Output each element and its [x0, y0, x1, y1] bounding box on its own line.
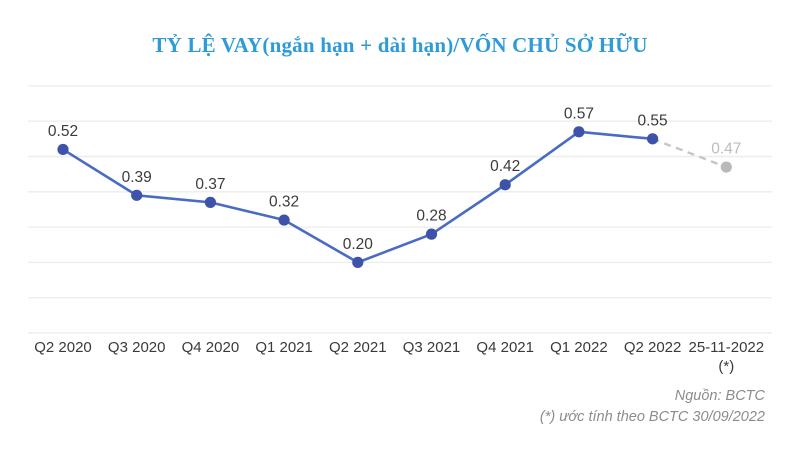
value-label: 0.32 — [269, 194, 299, 211]
x-axis-label: Q2 2022 — [624, 339, 682, 356]
value-label: 0.20 — [343, 236, 374, 253]
x-axis-label-note: (*) — [718, 358, 734, 375]
value-label: 0.37 — [195, 176, 225, 193]
value-label: 0.57 — [564, 105, 594, 122]
x-axis-label: Q1 2022 — [550, 339, 608, 356]
value-label: 0.39 — [122, 169, 152, 186]
x-axis-label: Q3 2020 — [108, 339, 166, 356]
data-point — [647, 133, 659, 145]
data-point — [573, 126, 585, 138]
estimate-note: (*) ước tính theo BCTC 30/09/2022 — [539, 409, 765, 425]
data-point — [278, 214, 290, 226]
estimate-line — [652, 137, 727, 169]
value-label: 0.52 — [48, 123, 78, 140]
value-label: 0.55 — [638, 112, 668, 129]
x-axis-label: Q3 2021 — [403, 339, 461, 356]
value-label: 0.47 — [711, 141, 741, 158]
data-point — [131, 189, 143, 201]
x-axis-label: Q1 2021 — [255, 339, 313, 356]
chart-footer: Nguồn: BCTC (*) ước tính theo BCTC 30/09… — [540, 386, 765, 428]
source-note: Nguồn: BCTC — [674, 388, 765, 404]
value-label: 0.42 — [490, 158, 520, 175]
data-point — [204, 196, 216, 208]
value-label: 0.28 — [416, 208, 446, 225]
x-axis-label: Q4 2021 — [476, 339, 534, 356]
x-axis-label: Q2 2021 — [329, 339, 387, 356]
chart-title: TỶ LỆ VAY(ngắn hạn + dài hạn)/VỐN CHỦ SỞ… — [152, 33, 648, 57]
data-point — [425, 228, 438, 240]
x-axis-label: Q2 2020 — [34, 339, 92, 356]
data-point — [57, 143, 69, 156]
data-point — [499, 179, 511, 191]
x-axis-label: Q4 2020 — [182, 339, 240, 356]
x-axis-label: 25-11-2022 — [688, 339, 764, 356]
data-point — [352, 256, 364, 268]
estimate-point — [720, 161, 732, 173]
